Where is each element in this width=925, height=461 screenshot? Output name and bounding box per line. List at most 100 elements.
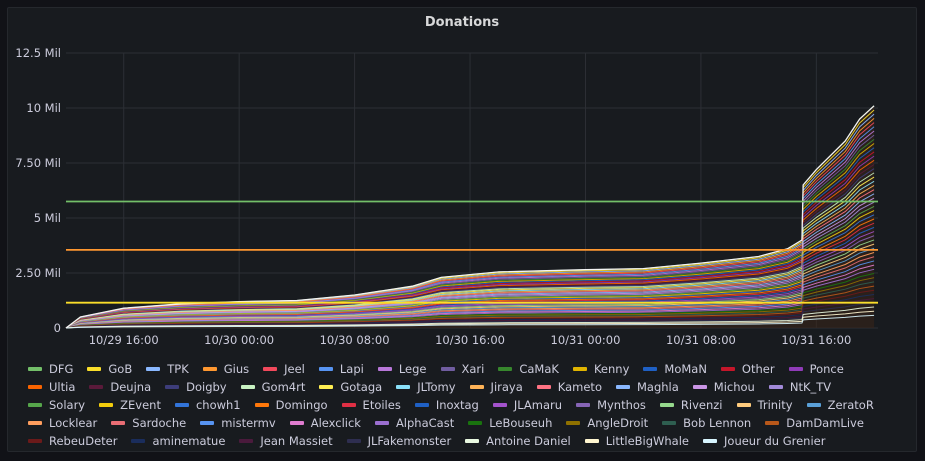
legend-label: Rivenzi (680, 398, 723, 412)
legend-item[interactable]: MoMaN (643, 360, 707, 378)
legend-item[interactable]: mistermv (200, 414, 276, 432)
legend-item[interactable]: Maghla (615, 378, 679, 396)
legend-label: DamDamLive (786, 416, 864, 430)
y-tick-label: 10 Mil (26, 101, 61, 115)
legend-item[interactable]: Bob Lennon (662, 414, 751, 432)
legend-swatch (615, 385, 630, 389)
legend-label: AngleDroit (587, 416, 649, 430)
legend-swatch (254, 403, 269, 407)
legend-label: Lege (398, 362, 427, 376)
legend-item[interactable]: LittleBigWhale (584, 432, 689, 450)
legend-item[interactable]: NtK_TV (768, 378, 831, 396)
legend-label: Domingo (275, 398, 328, 412)
chart-panel: Donations 0 2.50 Mil 5 Mil 7.50 Mil 10 Mil 12… (7, 7, 917, 452)
panel-title[interactable]: Donations (424, 15, 500, 30)
legend-label: JLFakemonster (367, 434, 452, 448)
legend-item[interactable]: Solary (28, 396, 85, 414)
legend-label: DFG (49, 362, 74, 376)
legend-item[interactable]: Kenny (572, 360, 629, 378)
legend-swatch (346, 439, 361, 443)
legend-item[interactable]: Etoiles (341, 396, 401, 414)
legend-item[interactable]: Locklear (28, 414, 97, 432)
legend-swatch (28, 421, 42, 425)
legend-swatch (263, 367, 278, 371)
legend-swatch (341, 403, 356, 407)
legend-swatch (440, 367, 455, 371)
legend-item[interactable]: Michou (692, 378, 755, 396)
legend-item[interactable]: Antoine Daniel (465, 432, 571, 450)
legend-item[interactable]: Lege (377, 360, 427, 378)
legend-item[interactable]: LeBouseuh (468, 414, 552, 432)
legend-item[interactable]: Rivenzi (659, 396, 723, 414)
legend-item[interactable]: CaMaK (498, 360, 559, 378)
legend-label: Doigby (186, 380, 227, 394)
y-tick-label: 7.50 Mil (15, 156, 61, 170)
legend-swatch (584, 439, 599, 443)
legend-item[interactable]: Alexclick (289, 414, 361, 432)
legend-item[interactable]: Jean Massiet (239, 432, 333, 450)
legend-item[interactable]: Joueur du Grenier (703, 432, 825, 450)
legend-item[interactable]: Ultia (28, 378, 75, 396)
legend-item[interactable]: Inoxtag (414, 396, 479, 414)
legend-item[interactable]: ZeratoR (806, 396, 874, 414)
legend-swatch (174, 403, 189, 407)
legend-item[interactable]: Deujna (89, 378, 151, 396)
legend-label: Etoiles (362, 398, 401, 412)
legend-label: Jiraya (490, 380, 523, 394)
legend-item[interactable]: AngleDroit (566, 414, 648, 432)
legend-item[interactable]: Other (720, 360, 775, 378)
legend-item[interactable]: Jeel (263, 360, 305, 378)
legend-label: Joueur du Grenier (724, 434, 826, 448)
legend-item[interactable]: Gius (202, 360, 249, 378)
legend-item[interactable]: Doigby (165, 378, 227, 396)
legend-swatch (240, 385, 255, 389)
legend-item[interactable]: ZEvent (99, 396, 161, 414)
legend-label: TPK (167, 362, 189, 376)
legend-item[interactable]: aminematue (131, 432, 225, 450)
legend-swatch (28, 385, 42, 389)
legend-swatch (492, 403, 507, 407)
legend-item[interactable]: Ponce (788, 360, 844, 378)
legend-item[interactable]: RebeuDeter (28, 432, 117, 450)
legend-item[interactable]: Xari (440, 360, 484, 378)
legend-label: Other (741, 362, 775, 376)
legend-label: GoB (108, 362, 133, 376)
legend-swatch (239, 439, 254, 443)
legend-item[interactable]: GoB (87, 360, 132, 378)
series-line-joueur-du-grenier[interactable] (65, 314, 875, 329)
legend-label: Locklear (49, 416, 98, 430)
legend-swatch (536, 385, 551, 389)
legend-label: LeBouseuh (489, 416, 553, 430)
legend-label: Deujna (110, 380, 152, 394)
legend-item[interactable]: chowh1 (174, 396, 241, 414)
legend-item[interactable]: AlphaCast (374, 414, 454, 432)
legend-item[interactable]: Mynthos (576, 396, 646, 414)
legend: DFG GoB TPK Gius Jeel Lapi Lege Xari CaMaK Kenny M… (28, 360, 908, 450)
legend-item[interactable]: TPK (146, 360, 189, 378)
legend-label: Ponce (809, 362, 844, 376)
legend-item[interactable]: DamDamLive (765, 414, 864, 432)
legend-item[interactable]: DFG (28, 360, 73, 378)
legend-label: Mynthos (597, 398, 646, 412)
legend-item[interactable]: JLTomy (396, 378, 456, 396)
legend-swatch (131, 439, 146, 443)
legend-item[interactable]: Gom4rt (240, 378, 305, 396)
legend-item[interactable]: Jiraya (469, 378, 523, 396)
legend-swatch (692, 385, 707, 389)
legend-item[interactable]: Trinity (736, 396, 793, 414)
legend-item[interactable]: Domingo (254, 396, 328, 414)
y-tick-label: 12.5 Mil (15, 46, 61, 60)
legend-item[interactable]: JLAmaru (492, 396, 562, 414)
legend-item[interactable]: Sardoche (111, 414, 186, 432)
legend-item[interactable]: Gotaga (319, 378, 382, 396)
legend-item[interactable]: Kameto (536, 378, 602, 396)
legend-swatch (202, 367, 217, 371)
legend-swatch (374, 421, 389, 425)
legend-item[interactable]: JLFakemonster (346, 432, 452, 450)
legend-swatch (89, 385, 104, 389)
legend-item[interactable]: Lapi (318, 360, 364, 378)
legend-swatch (465, 439, 480, 443)
x-tick-label: 10/30 00:00 (204, 333, 274, 347)
legend-swatch (703, 439, 718, 443)
y-tick-label: 5 Mil (34, 211, 61, 225)
